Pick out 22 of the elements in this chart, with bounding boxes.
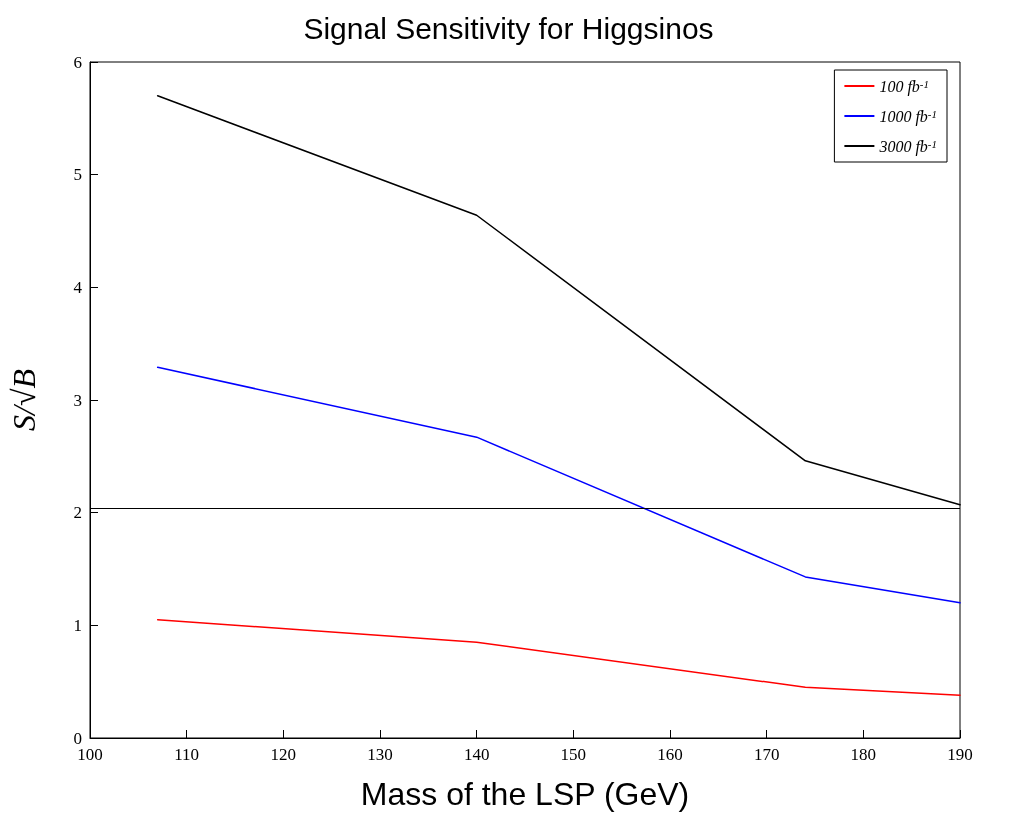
x-tick-label: 190 bbox=[947, 745, 973, 764]
line-series bbox=[156, 618, 961, 696]
chart-title: Signal Sensitivity for Higgsinos bbox=[303, 11, 714, 45]
x-tick-label: 140 bbox=[463, 745, 490, 764]
y-tick-label: 6 bbox=[73, 52, 82, 72]
y-tick-label: 2 bbox=[73, 503, 82, 523]
y-tick-label: 4 bbox=[73, 277, 83, 297]
x-axis-title: Mass of the LSP (GeV) bbox=[360, 776, 690, 812]
x-tick-label: 160 bbox=[657, 745, 683, 764]
x-tick-label: 100 bbox=[77, 745, 103, 764]
x-tick-label: 120 bbox=[270, 745, 297, 764]
x-tick-label: 110 bbox=[174, 745, 200, 764]
y-axis-title: S/√B bbox=[6, 369, 42, 431]
y-tick-label: 0 bbox=[73, 728, 82, 748]
y-tick-label: 3 bbox=[73, 390, 82, 410]
line-series bbox=[156, 366, 961, 604]
y-tick-label: 1 bbox=[73, 615, 82, 635]
x-tick-label: 130 bbox=[367, 745, 393, 764]
x-tick-label: 150 bbox=[560, 745, 587, 764]
y-tick-label: 5 bbox=[73, 165, 82, 185]
x-tick-label: 170 bbox=[753, 745, 780, 764]
x-tick-label: 180 bbox=[850, 745, 877, 764]
